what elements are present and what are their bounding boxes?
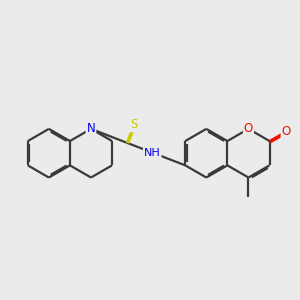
Text: S: S bbox=[130, 118, 137, 131]
Text: O: O bbox=[281, 125, 291, 138]
Text: N: N bbox=[87, 122, 95, 135]
Text: O: O bbox=[244, 122, 253, 135]
Text: NH: NH bbox=[144, 148, 160, 158]
